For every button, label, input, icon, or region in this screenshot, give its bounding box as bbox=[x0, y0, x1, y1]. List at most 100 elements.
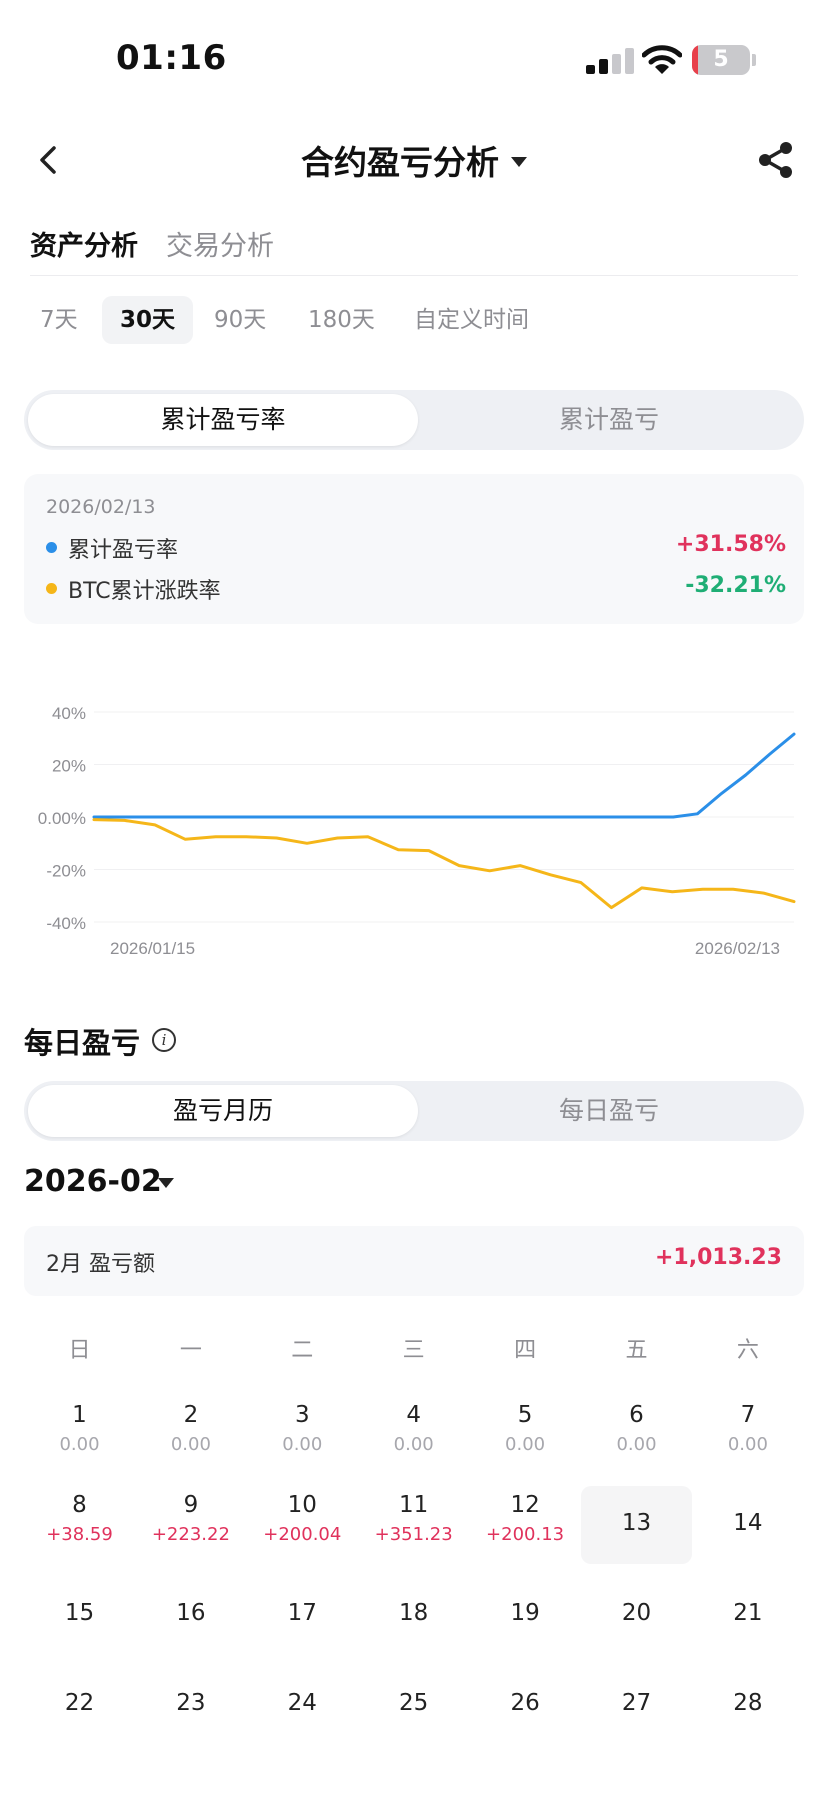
legend-name: 累计盈亏率 bbox=[68, 538, 179, 563]
day-pnl-value: +38.59 bbox=[46, 1524, 113, 1545]
scrolled-heading-fragment bbox=[24, 350, 224, 362]
day-pnl-value: +223.22 bbox=[151, 1524, 230, 1545]
legend-row-pnl-rate: 累计盈亏率 +31.58% bbox=[46, 532, 786, 563]
month-summary-label: 2月 盈亏额 bbox=[46, 1252, 155, 1277]
weekday-label: 四 bbox=[514, 1338, 537, 1363]
weekday-label: 日 bbox=[68, 1338, 91, 1363]
month-summary-value: +1,013.23 bbox=[655, 1245, 782, 1270]
calendar-day[interactable]: 20 bbox=[581, 1576, 692, 1654]
calendar-day[interactable]: 3 0.00 bbox=[247, 1396, 358, 1474]
day-number: 24 bbox=[287, 1690, 317, 1716]
day-number: 19 bbox=[510, 1600, 540, 1626]
calendar-day[interactable]: 17 bbox=[247, 1576, 358, 1654]
period-30d[interactable]: 30天 bbox=[102, 296, 194, 344]
page-title: 合约盈亏分析 bbox=[301, 143, 499, 182]
back-arrow-icon[interactable] bbox=[30, 140, 66, 180]
period-7d[interactable]: 7天 bbox=[40, 307, 78, 333]
cellular-signal-icon bbox=[586, 48, 636, 74]
day-pnl-value: 0.00 bbox=[505, 1434, 546, 1455]
wifi-icon bbox=[642, 45, 682, 74]
pnl-calendar: 日一二三四五六 1 0.00 2 0.00 3 0.00 4 0.00 5 0.00 6 0.00 7 0.… bbox=[24, 1314, 804, 1800]
calendar-day[interactable]: 4 0.00 bbox=[358, 1396, 469, 1474]
weekday-label: 五 bbox=[625, 1338, 648, 1363]
day-number: 12 bbox=[510, 1492, 540, 1518]
period-custom[interactable]: 自定义时间 bbox=[414, 307, 529, 333]
calendar-day[interactable]: 6 0.00 bbox=[581, 1396, 692, 1474]
period-90d[interactable]: 90天 bbox=[214, 307, 267, 333]
day-pnl-value: 0.00 bbox=[59, 1434, 100, 1455]
calendar-day[interactable]: 14 bbox=[692, 1486, 803, 1564]
calendar-day[interactable]: 21 bbox=[692, 1576, 803, 1654]
status-bar: 01:16 5 bbox=[0, 0, 828, 112]
series-line-btc-rate bbox=[92, 818, 796, 910]
calendar-day[interactable]: 5 0.00 bbox=[470, 1396, 581, 1474]
legend-value: -32.21% bbox=[685, 573, 786, 598]
calendar-day[interactable]: 28 bbox=[692, 1666, 803, 1744]
battery-level: 5 bbox=[713, 47, 729, 72]
weekday-label: 六 bbox=[736, 1338, 759, 1363]
calendar-day[interactable]: 10 +200.04 bbox=[247, 1486, 358, 1564]
calendar-day[interactable]: 16 bbox=[135, 1576, 246, 1654]
y-tick-label: 40% bbox=[52, 704, 86, 723]
caret-down-icon[interactable] bbox=[158, 1178, 174, 1188]
y-tick-label: -20% bbox=[46, 862, 86, 881]
day-number: 7 bbox=[740, 1402, 756, 1428]
calendar-day[interactable]: 11 +351.23 bbox=[358, 1486, 469, 1564]
day-number: 14 bbox=[733, 1510, 763, 1536]
daily-view-toggle: 盈亏月历 每日盈亏 bbox=[24, 1081, 804, 1141]
day-number: 17 bbox=[287, 1600, 317, 1626]
tab-trade-analysis[interactable]: 交易分析 bbox=[166, 231, 274, 262]
share-icon[interactable] bbox=[756, 140, 796, 180]
toggle-daily-pnl[interactable]: 每日盈亏 bbox=[558, 1096, 659, 1125]
toggle-pnl-calendar[interactable]: 盈亏月历 bbox=[28, 1085, 418, 1137]
nav-bar: 合约盈亏分析 bbox=[0, 120, 828, 200]
day-number: 2 bbox=[183, 1402, 199, 1428]
calendar-day[interactable]: 19 bbox=[470, 1576, 581, 1654]
weekday-label: 三 bbox=[402, 1338, 425, 1363]
calendar-day[interactable]: 25 bbox=[358, 1666, 469, 1744]
day-number: 6 bbox=[629, 1402, 644, 1428]
legend-row-btc-rate: BTC累计涨跌率 -32.21% bbox=[46, 573, 786, 604]
calendar-day[interactable]: 22 bbox=[24, 1666, 135, 1744]
day-number: 8 bbox=[72, 1492, 87, 1518]
calendar-day[interactable]: 18 bbox=[358, 1576, 469, 1654]
calendar-day[interactable]: 24 bbox=[247, 1666, 358, 1744]
calendar-day[interactable]: 23 bbox=[135, 1666, 246, 1744]
day-number: 28 bbox=[733, 1690, 763, 1716]
pnl-line-chart[interactable]: 40% 20% 0.00% -20% -40% 2026/01/15 2026/02/13 bbox=[0, 650, 828, 970]
toggle-cumulative-rate[interactable]: 累计盈亏率 bbox=[28, 394, 418, 446]
info-icon[interactable]: i bbox=[152, 1028, 176, 1052]
calendar-day[interactable]: 9 +223.22 bbox=[135, 1486, 246, 1564]
tab-asset-analysis[interactable]: 资产分析 bbox=[30, 231, 138, 262]
legend-name: BTC累计涨跌率 bbox=[68, 579, 221, 604]
calendar-day[interactable]: 7 0.00 bbox=[692, 1396, 803, 1474]
day-number: 15 bbox=[64, 1600, 95, 1626]
calendar-day[interactable]: 26 bbox=[470, 1666, 581, 1744]
calendar-day[interactable]: 2 0.00 bbox=[135, 1396, 246, 1474]
day-number: 5 bbox=[517, 1402, 533, 1428]
page-title-dropdown[interactable]: 合约盈亏分析 bbox=[0, 136, 828, 184]
day-number: 26 bbox=[510, 1690, 540, 1716]
x-tick-label: 2026/02/13 bbox=[695, 939, 780, 958]
calendar-day[interactable]: 12 +200.13 bbox=[470, 1486, 581, 1564]
day-number: 3 bbox=[294, 1402, 310, 1428]
month-summary-card: 2月 盈亏额 +1,013.23 bbox=[24, 1226, 804, 1296]
day-pnl-value: +351.23 bbox=[374, 1524, 453, 1545]
period-180d[interactable]: 180天 bbox=[308, 307, 375, 333]
weekday-label: 二 bbox=[291, 1338, 314, 1363]
calendar-day[interactable]: 15 bbox=[24, 1576, 135, 1654]
day-number: 27 bbox=[621, 1690, 652, 1716]
legend-value: +31.58% bbox=[675, 532, 786, 557]
calendar-day[interactable]: 27 bbox=[581, 1666, 692, 1744]
day-number: 11 bbox=[399, 1492, 429, 1518]
series-line-pnl-rate bbox=[92, 732, 796, 819]
calendar-day[interactable]: 8 +38.59 bbox=[24, 1486, 135, 1564]
day-number: 18 bbox=[399, 1600, 429, 1626]
calendar-day[interactable]: 1 0.00 bbox=[24, 1396, 135, 1474]
calendar-day-today[interactable]: 13 bbox=[581, 1486, 692, 1564]
y-tick-label: -40% bbox=[46, 914, 86, 933]
day-pnl-value: +200.13 bbox=[486, 1524, 565, 1545]
month-picker[interactable]: 2026-02 bbox=[24, 1164, 162, 1199]
day-number: 20 bbox=[621, 1600, 652, 1626]
toggle-cumulative-pnl[interactable]: 累计盈亏 bbox=[558, 405, 659, 434]
